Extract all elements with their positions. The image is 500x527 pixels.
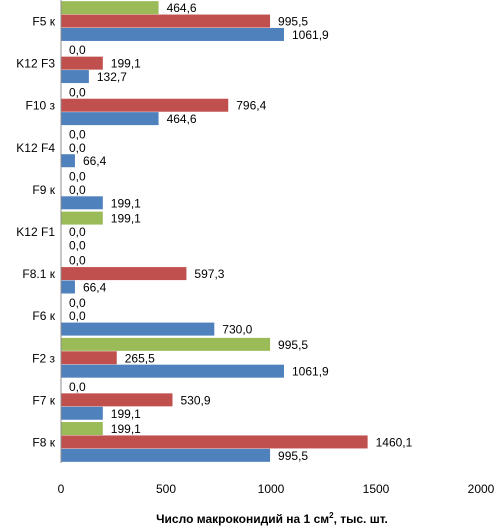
data-label-f2-з-series-1: 995,5 [278, 338, 308, 352]
data-label-k12-f3-series-2: 199,1 [111, 57, 141, 71]
bar-f7-к-series-2 [61, 393, 173, 407]
x-tick-labels-group: 0 500 1000 1500 2000 [58, 482, 495, 496]
x-tick-label-500: 500 [156, 482, 176, 496]
data-label-f2-з-series-2: 265,5 [125, 351, 155, 365]
bar-k12-f3-series-2 [61, 56, 103, 70]
data-label-f5-к-series-3: 1061,9 [292, 28, 329, 42]
data-label-f2-з-series-3: 1061,9 [292, 365, 329, 379]
x-axis-title: Число макроконидий на 1 см2, тыс. шт. [156, 511, 388, 526]
data-label-k12-f4-series-3: 66,4 [83, 154, 107, 168]
data-labels-group: 464,6995,51061,90,0199,1132,70,0796,4464… [69, 1, 413, 463]
data-label-k12-f1-series-2: 0,0 [69, 225, 86, 239]
x-axis-title-main: Число макроконидий на 1 см [156, 512, 329, 526]
bar-f5-к-series-1 [61, 1, 159, 15]
x-tick-label-2000: 2000 [468, 482, 495, 496]
data-label-f9-к-series-3: 199,1 [111, 196, 141, 210]
data-label-f8-1-к-series-1: 0,0 [69, 254, 86, 268]
data-label-k12-f4-series-1: 0,0 [69, 127, 86, 141]
category-label-f2-з: F2 з [32, 351, 55, 365]
data-label-k12-f3-series-3: 132,7 [97, 70, 127, 84]
data-label-f9-к-series-2: 0,0 [69, 183, 86, 197]
bar-f8-к-series-1 [61, 422, 103, 436]
data-label-f6-к-series-3: 730,0 [222, 323, 252, 337]
bar-k12-f3-series-3 [61, 70, 89, 84]
data-label-f9-к-series-1: 0,0 [69, 170, 86, 184]
category-label-f5-к: F5 к [32, 15, 55, 29]
data-label-f6-к-series-1: 0,0 [69, 296, 86, 310]
bar-f9-к-series-3 [61, 196, 103, 210]
x-tick-label-0: 0 [58, 482, 65, 496]
bar-k12-f4-series-3 [61, 154, 75, 168]
data-label-f5-к-series-2: 995,5 [278, 15, 308, 29]
x-tick-label-1000: 1000 [258, 482, 285, 496]
bar-f6-к-series-3 [61, 322, 215, 336]
bar-k12-f1-series-1 [61, 211, 103, 225]
data-label-f8-к-series-1: 199,1 [111, 422, 141, 436]
category-label-k12-f4: K12 F4 [16, 141, 55, 155]
bar-f5-к-series-2 [61, 14, 271, 28]
category-label-f8-к: F8 к [32, 435, 55, 449]
bar-f2-з-series-3 [61, 364, 284, 378]
category-label-f7-к: F7 к [32, 393, 55, 407]
category-label-f6-к: F6 к [32, 309, 55, 323]
x-tick-label-1500: 1500 [363, 482, 390, 496]
bar-f10-з-series-2 [61, 98, 229, 112]
data-label-f7-к-series-1: 0,0 [69, 380, 86, 394]
data-label-k12-f1-series-1: 199,1 [111, 212, 141, 226]
category-labels-group: F5 к K12 F3 F10 з K12 F4 F9 к K12 F1 F8.1 к F6 … [16, 15, 55, 450]
bar-f2-з-series-1 [61, 337, 271, 351]
data-label-f10-з-series-3: 464,6 [167, 112, 197, 126]
category-label-k12-f1: K12 F1 [16, 225, 55, 239]
data-label-f10-з-series-2: 796,4 [236, 99, 266, 113]
bar-f10-з-series-3 [61, 112, 159, 126]
data-label-f10-з-series-1: 0,0 [69, 85, 86, 99]
data-label-f6-к-series-2: 0,0 [69, 309, 86, 323]
data-label-f5-к-series-1: 464,6 [167, 1, 197, 15]
category-label-f9-к: F9 к [32, 183, 55, 197]
bar-f8-к-series-2 [61, 435, 368, 449]
data-label-f7-к-series-3: 199,1 [111, 407, 141, 421]
bar-f8-1-к-series-2 [61, 267, 187, 281]
data-label-f8-1-к-series-3: 66,4 [83, 280, 107, 294]
x-axis-title-suffix: , тыс. шт. [334, 512, 388, 526]
data-label-f8-к-series-2: 1460,1 [376, 435, 413, 449]
category-label-f8-1-к: F8.1 к [22, 267, 55, 281]
bar-f2-з-series-2 [61, 351, 117, 365]
bar-f7-к-series-3 [61, 406, 103, 420]
data-label-f8-к-series-3: 995,5 [278, 449, 308, 463]
data-label-k12-f4-series-2: 0,0 [69, 141, 86, 155]
bar-f5-к-series-3 [61, 27, 284, 41]
x-axis-title-superscript: 2 [329, 511, 334, 520]
category-label-k12-f3: K12 F3 [16, 57, 55, 71]
category-label-f10-з: F10 з [25, 99, 55, 113]
data-label-f8-1-к-series-2: 597,3 [194, 267, 224, 281]
bar-f8-1-к-series-3 [61, 280, 75, 294]
data-label-f7-к-series-2: 530,9 [180, 393, 210, 407]
bars-group [61, 1, 368, 462]
data-label-k12-f1-series-3: 0,0 [69, 238, 86, 252]
bar-f8-к-series-3 [61, 448, 271, 462]
data-label-k12-f3-series-1: 0,0 [69, 43, 86, 57]
